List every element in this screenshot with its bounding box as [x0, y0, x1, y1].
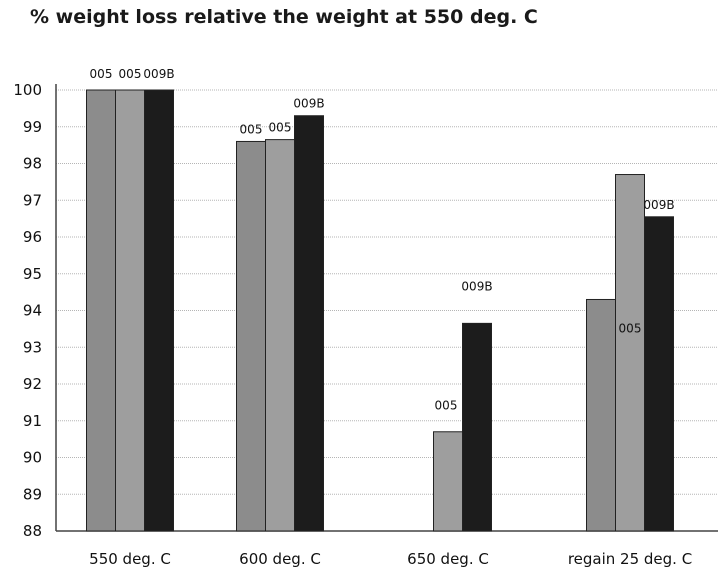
chart-title: % weight loss relative the weight at 550… [30, 6, 538, 28]
bar [644, 216, 674, 532]
category-label: 550 deg. C [89, 550, 171, 568]
data-label: 009B [643, 198, 674, 212]
y-tick-label: 99 [23, 118, 42, 136]
y-tick-label: 97 [23, 191, 42, 209]
category-label: 600 deg. C [239, 550, 321, 568]
bar [586, 298, 616, 532]
category-label: regain 25 deg. C [568, 550, 692, 568]
y-tick-label: 100 [13, 81, 42, 99]
y-tick-label: 89 [23, 485, 42, 503]
bar [86, 89, 116, 532]
bar [115, 89, 145, 532]
data-label: 009B [461, 279, 492, 293]
bar [144, 89, 174, 532]
bar [294, 115, 324, 532]
data-label: 005 [90, 67, 113, 81]
category-label: 650 deg. C [407, 550, 489, 568]
y-tick-label: 93 [23, 338, 42, 356]
y-tick-label: 96 [23, 228, 42, 246]
data-label: 005 [435, 399, 458, 413]
y-tick-label: 90 [23, 449, 42, 467]
bar [615, 174, 645, 532]
y-tick-label: 95 [23, 265, 42, 283]
data-label: 009B [293, 97, 324, 111]
y-tick-label: 88 [23, 522, 42, 540]
data-label: 005 [619, 322, 642, 336]
y-tick-label: 91 [23, 412, 42, 430]
bar [462, 322, 492, 532]
bar [236, 140, 266, 532]
bar [433, 431, 463, 532]
data-label: 005 [119, 67, 142, 81]
data-label: 009B [143, 67, 174, 81]
y-tick-label: 94 [23, 302, 42, 320]
data-label: 005 [240, 122, 263, 136]
y-tick-label: 92 [23, 375, 42, 393]
data-label: 005 [269, 121, 292, 135]
bar [265, 139, 295, 532]
y-tick-label: 98 [23, 155, 42, 173]
